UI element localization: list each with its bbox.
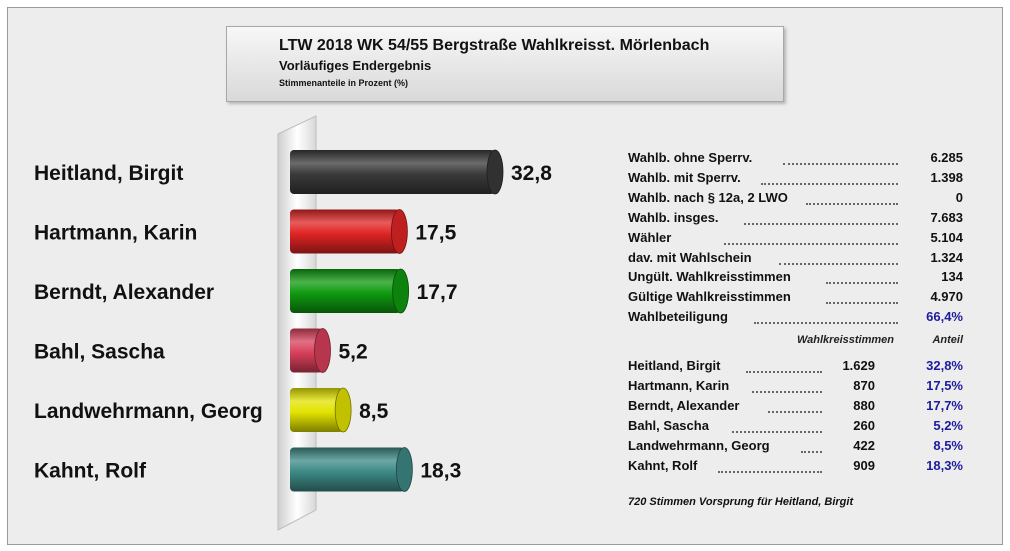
stat-label: Wähler xyxy=(628,229,672,245)
bar-1 xyxy=(290,209,400,254)
result-votes: 1.629 xyxy=(842,358,875,373)
stat-value: 0 xyxy=(955,189,963,205)
leader-dots xyxy=(783,161,898,165)
result-name: Hartmann, Karin xyxy=(628,378,730,393)
bar-value-label-2: 17,7 xyxy=(417,281,458,304)
result-votes: 909 xyxy=(853,458,875,473)
stat-label: dav. mit Wahlschein xyxy=(628,249,752,265)
leader-dots xyxy=(801,449,822,453)
bar-cap-5 xyxy=(395,447,413,492)
leader-dots xyxy=(768,409,822,413)
bar-value-label-1: 17,5 xyxy=(415,222,456,245)
lead-footnote: 720 Stimmen Vorsprung für Heitland, Birg… xyxy=(628,496,854,508)
result-share: 17,7% xyxy=(926,398,963,413)
result-share: 32,8% xyxy=(926,358,963,373)
stat-value: 1.324 xyxy=(930,249,963,265)
category-label-1: Hartmann, Karin xyxy=(34,222,197,245)
result-votes: 880 xyxy=(853,398,875,413)
bar-value-label-5: 18,3 xyxy=(420,460,461,483)
result-votes: 422 xyxy=(853,438,875,453)
chart-subtitle: Vorläufiges Endergebnis xyxy=(279,58,432,73)
bar-value-label-0: 32,8 xyxy=(511,162,552,185)
stat-label: Wahlb. ohne Sperrv. xyxy=(628,150,753,165)
stat-label: Wahlb. insges. xyxy=(628,209,719,225)
bar-cap-1 xyxy=(390,209,408,254)
category-label-5: Kahnt, Rolf xyxy=(34,460,147,483)
bar-value-label-3: 5,2 xyxy=(339,341,368,364)
bars: 32,8 Heitland, Birgit 17,5 Hartmann, Karin 1… xyxy=(34,149,552,492)
bar-5 xyxy=(290,447,405,492)
stat-value: 5.104 xyxy=(930,229,963,245)
bar-0 xyxy=(290,150,495,194)
result-votes: 260 xyxy=(853,418,875,433)
stat-value: 1.398 xyxy=(930,169,963,185)
bar-2 xyxy=(290,269,401,313)
leader-dots xyxy=(718,469,822,473)
result-share: 17,5% xyxy=(926,378,963,393)
stat-value: 134 xyxy=(941,269,963,285)
leader-dots xyxy=(724,241,898,245)
result-name: Landwehrmann, Georg xyxy=(628,438,770,453)
bar-cap-4 xyxy=(334,387,352,433)
result-share: 18,3% xyxy=(926,458,963,473)
bar-value-label-4: 8,5 xyxy=(359,400,389,423)
stat-value: 6.285 xyxy=(930,150,963,165)
stat-label: Wahlb. mit Sperrv. xyxy=(628,169,741,185)
stat-label: Wahlb. nach § 12a, 2 LWO xyxy=(628,189,788,205)
votes-column-header: Wahlkreisstimmen xyxy=(796,334,894,346)
leader-dots xyxy=(779,261,898,265)
category-label-0: Heitland, Birgit xyxy=(34,162,183,185)
stat-label: Ungült. Wahlkreisstimmen xyxy=(628,269,791,285)
bar-cap-3 xyxy=(314,328,331,373)
leader-dots xyxy=(761,181,898,185)
leader-dots xyxy=(732,429,822,433)
category-label-4: Landwehrmann, Georg xyxy=(34,400,263,423)
leader-dots xyxy=(806,201,898,205)
result-name: Heitland, Birgit xyxy=(628,358,721,373)
leader-dots xyxy=(826,300,898,305)
leader-dots xyxy=(746,369,822,373)
category-label-2: Berndt, Alexander xyxy=(34,281,214,304)
bar-3 xyxy=(290,328,323,373)
bar-cap-0 xyxy=(486,149,504,195)
result-name: Bahl, Sascha xyxy=(628,418,709,433)
stat-value: 4.970 xyxy=(930,289,963,305)
category-label-3: Bahl, Sascha xyxy=(34,341,165,364)
result-votes: 870 xyxy=(853,378,875,393)
result-name: Kahnt, Rolf xyxy=(628,458,698,473)
bar-4 xyxy=(290,388,344,432)
bar-cap-2 xyxy=(392,268,410,314)
result-share: 5,2% xyxy=(933,418,963,433)
stat-label: Gültige Wahlkreisstimmen xyxy=(628,289,791,305)
result-name: Berndt, Alexander xyxy=(628,398,740,413)
header-box: LTW 2018 WK 54/55 Bergstraße Wahlkreisst… xyxy=(226,26,784,102)
leader-dots xyxy=(744,221,898,225)
result-share: 8,5% xyxy=(933,438,963,453)
share-column-header: Anteil xyxy=(932,334,963,346)
stat-label: Wahlbeteiligung xyxy=(628,309,728,325)
chart-title: LTW 2018 WK 54/55 Bergstraße Wahlkreisst… xyxy=(279,37,710,54)
stat-value: 66,4% xyxy=(926,309,963,325)
leader-dots xyxy=(754,320,898,325)
leader-dots xyxy=(752,389,822,393)
stat-value: 7.683 xyxy=(930,209,963,225)
chart-note: Stimmenanteile in Prozent (%) xyxy=(279,78,409,88)
leader-dots xyxy=(826,280,898,285)
